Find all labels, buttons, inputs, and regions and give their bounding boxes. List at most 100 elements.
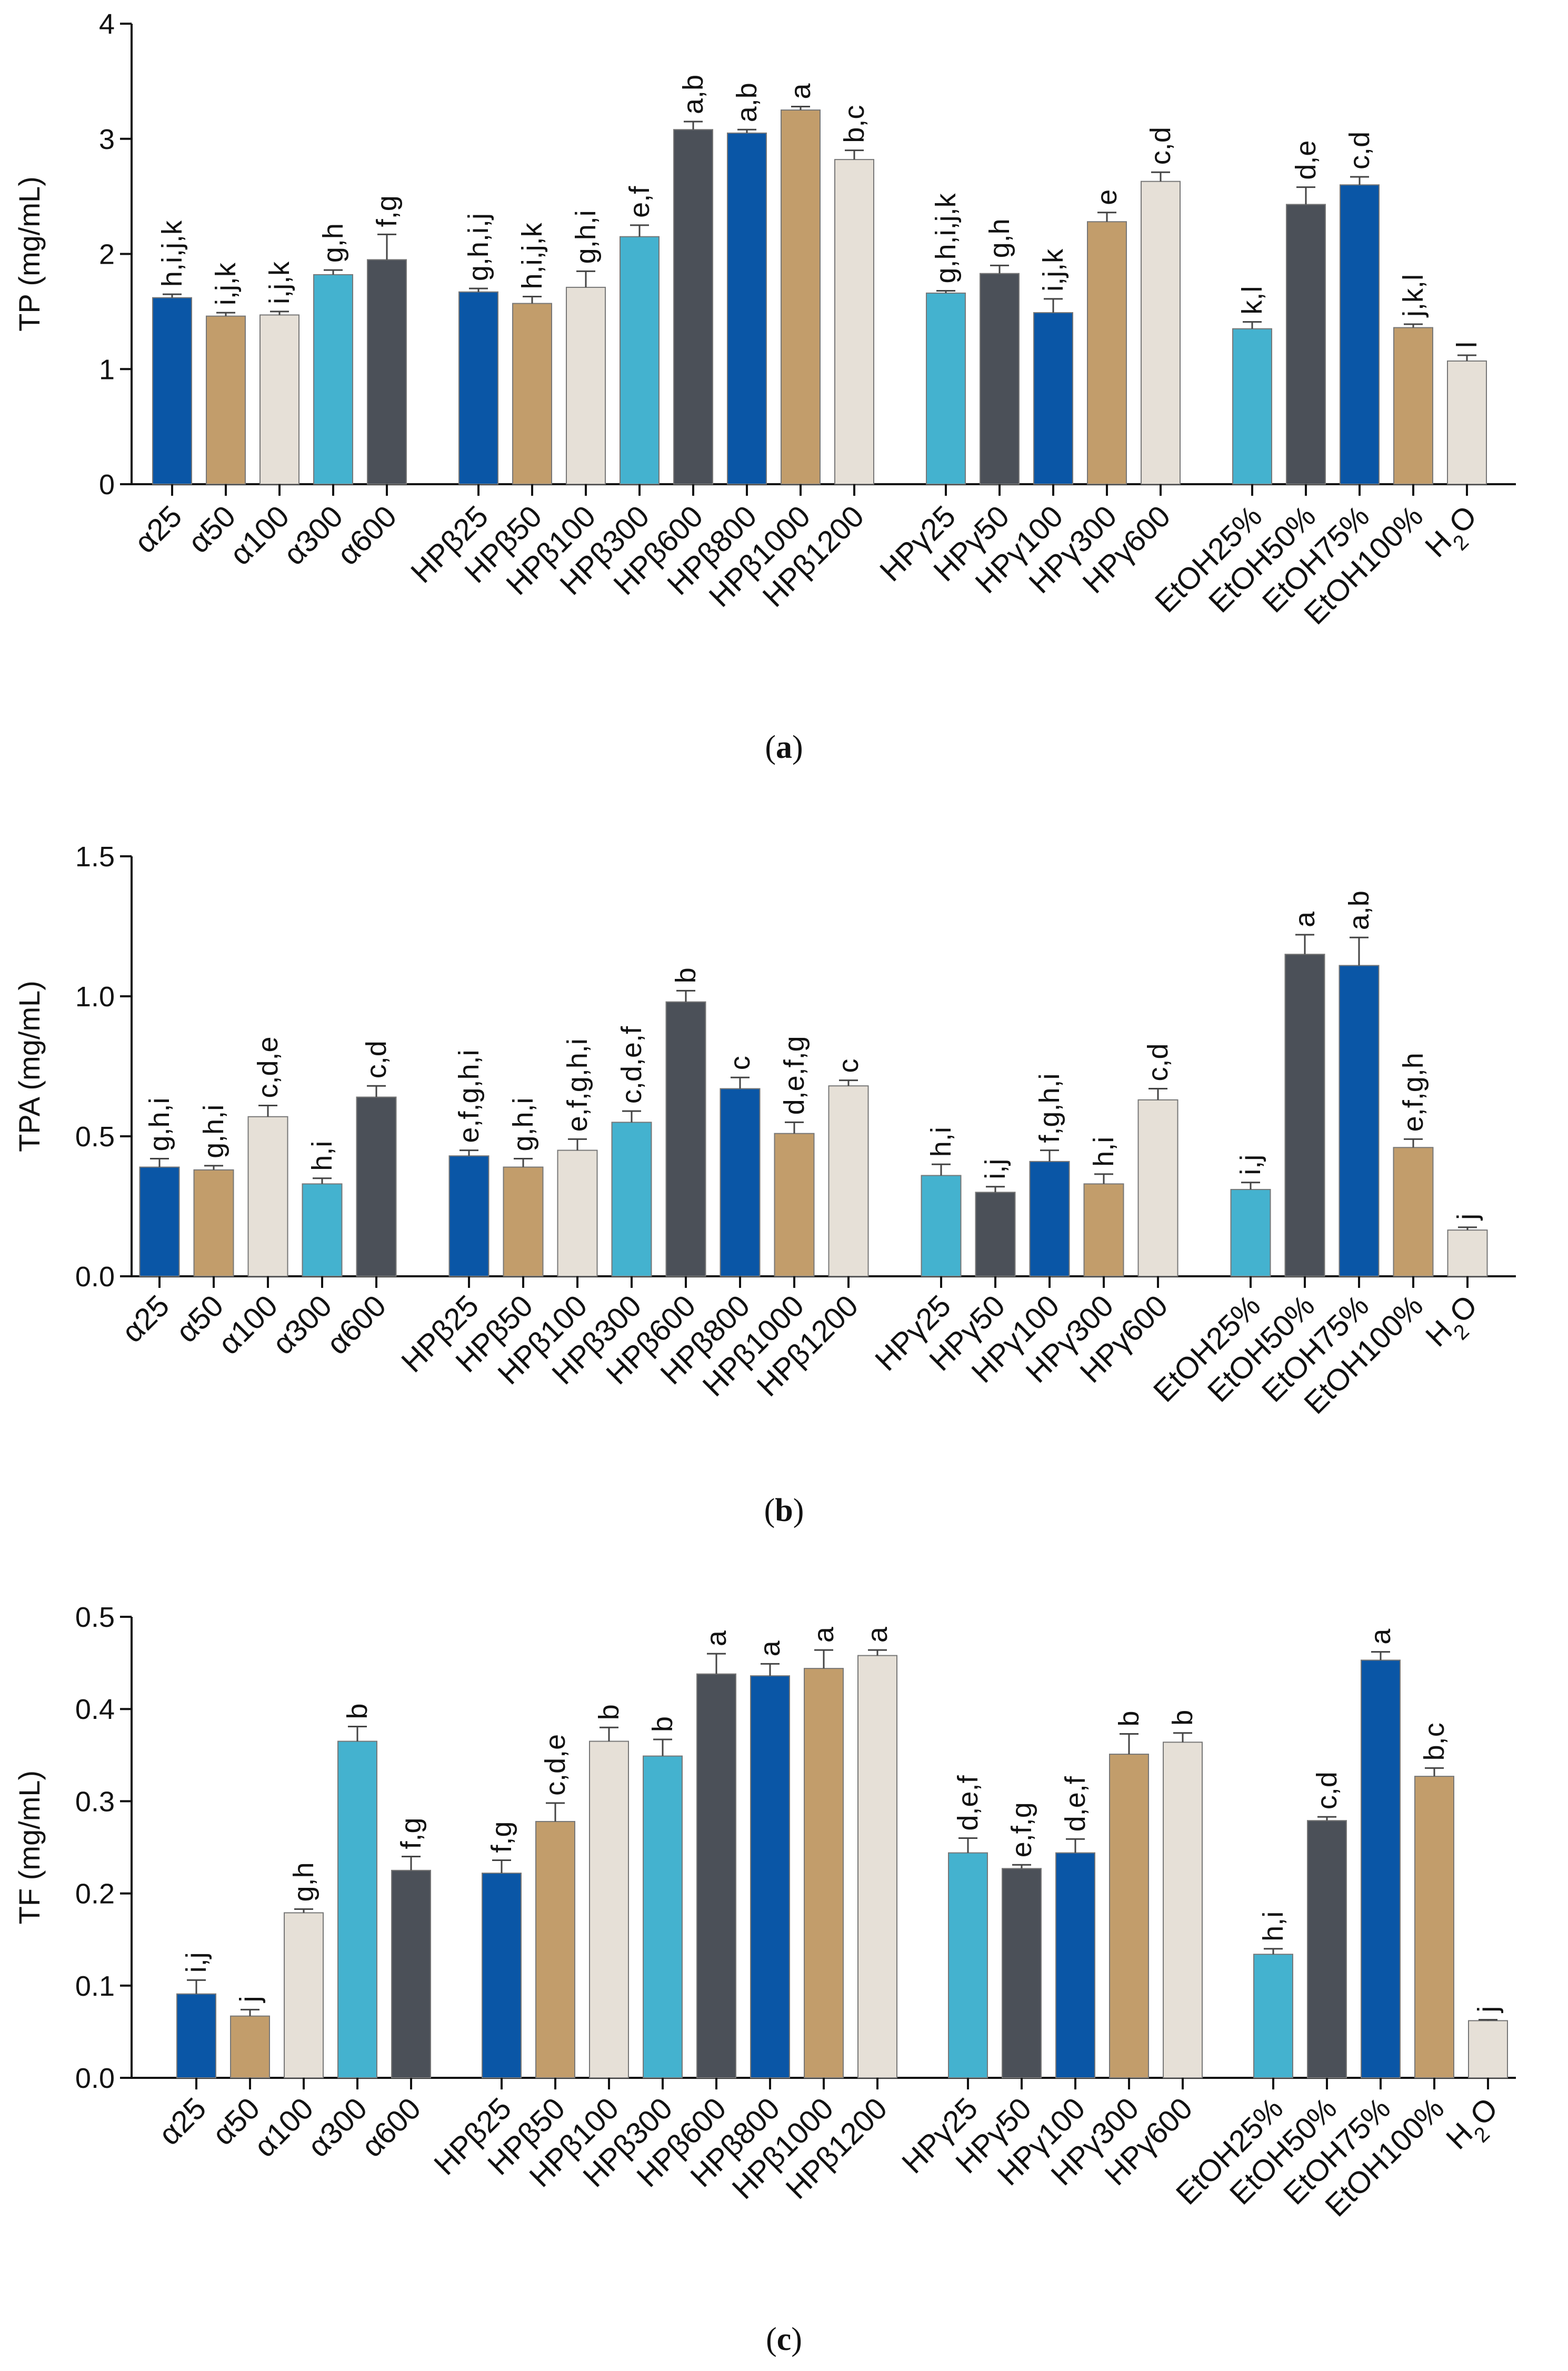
caption-open: ( [766,2322,777,2357]
bar [1055,1852,1095,2079]
bar [834,159,874,485]
bar [1307,1820,1347,2078]
bar [665,1001,706,1277]
bar [1447,1229,1488,1277]
bar [1029,1161,1070,1277]
bar [1109,1754,1149,2079]
significance-label: f,g [371,195,403,227]
significance-label: a [701,1630,732,1646]
significance-label: d,e,f [1060,1776,1091,1832]
significance-label: b [593,1704,625,1720]
y-tick-label: 0.0 [75,2063,115,2094]
significance-label: c,d,e [540,1734,571,1796]
significance-label: a,b [731,83,763,122]
significance-label: e,f,g [1006,1802,1037,1857]
caption-letter: b [775,1493,793,1528]
significance-label: k,l [1236,286,1268,315]
category-label: α300 [301,2091,374,2164]
bar [1393,1147,1434,1277]
bar [1339,965,1380,1277]
significance-label: a [1289,911,1321,927]
caption-open: ( [764,1493,775,1528]
significance-label: g,h,i [144,1097,175,1151]
bar [448,1155,490,1277]
bar [139,1166,180,1277]
significance-label: g,h,i,j [463,213,494,281]
bar [673,129,713,485]
y-axis-label: TF (mg/mL) [13,1770,46,1924]
bar [1414,1776,1454,2078]
significance-label: c,d,e [252,1036,284,1098]
significance-label: c,d [1311,1772,1343,1809]
bar [1284,954,1325,1277]
category-label: H2O [1440,2091,1511,2163]
bar [1033,312,1073,485]
significance-label: j [1472,2006,1504,2014]
bar [230,2015,270,2079]
bar [620,236,660,485]
bar [503,1166,544,1277]
significance-label: a [1365,1628,1396,1645]
significance-label: c,d [1142,1044,1174,1082]
category-label: α100 [247,2091,320,2164]
caption-close: ) [793,1493,804,1528]
significance-label: b [342,1703,373,1719]
category-label: α25 [115,1288,176,1349]
bar [1286,204,1326,485]
bar [557,1149,598,1277]
bar [857,1655,897,2079]
panel-a: 0 1 2 3 4 TP (mg/mL) h,i,j,k α25 i,j,k α50 i,j,k α1… [0,0,1568,789]
significance-label: h,i [1088,1137,1120,1167]
bar [1083,1183,1124,1277]
y-tick-label: 0.4 [75,1694,115,1725]
significance-label: j [1452,1214,1483,1221]
significance-label: a,b [677,75,709,114]
bar [589,1740,629,2078]
significance-label: f,g [486,1821,517,1853]
bar [774,1133,815,1277]
bar [1002,1868,1042,2079]
significance-label: g,h [288,1862,319,1902]
significance-label: g,h [317,223,349,263]
bar [1447,360,1487,485]
bar [926,292,966,485]
y-tick-label: 0.0 [75,1261,115,1293]
significance-label: b [1113,1710,1145,1726]
bar [643,1755,683,2078]
significance-label: b,c [1419,1723,1450,1760]
panel-b: 0.0 0.5 1.0 1.5 TPA (mg/mL) g,h,i α25 g,h,i α50 c… [0,789,1568,1579]
significance-label: h,i,j,k [516,222,548,289]
chart-tf: 0.00.10.20.30.40.5TF (mg/mL)i,jα25jα50g,… [13,1602,1516,2223]
bar [391,1869,431,2078]
caption-letter: a [776,729,792,765]
significance-label: f,g [395,1817,427,1849]
bar [176,1993,216,2078]
bar [750,1675,790,2079]
y-tick-label: 2 [99,239,115,271]
category-label: α25 [128,499,188,559]
bar [975,1192,1016,1277]
significance-label: g,h,i [570,210,602,264]
caption-a: (a) [0,729,1568,766]
y-tick-label: 1 [99,354,115,385]
significance-label: d,e,f [952,1775,984,1830]
significance-label: d,e,f,g [778,1036,810,1115]
bar [1361,1659,1401,2078]
significance-label: f,g,h,i [1034,1074,1065,1143]
significance-label: l [1451,342,1483,348]
significance-label: e,f,g,h,i [453,1049,485,1143]
significance-label: a [754,1640,786,1656]
bar [980,273,1020,485]
significance-label: e,f,g,h,i [562,1038,593,1132]
significance-label: e,f [624,186,655,218]
bar [727,132,767,485]
significance-label: i,j,k [210,262,242,305]
bar [193,1169,234,1277]
significance-label: g,h [984,218,1015,258]
bar [535,1820,575,2078]
category-label: H2O [1419,1288,1491,1360]
category-label: α300 [277,499,349,572]
y-tick-label: 1.5 [75,841,115,873]
caption-close: ) [792,729,803,765]
significance-label: c,d,e,f [616,1026,647,1104]
